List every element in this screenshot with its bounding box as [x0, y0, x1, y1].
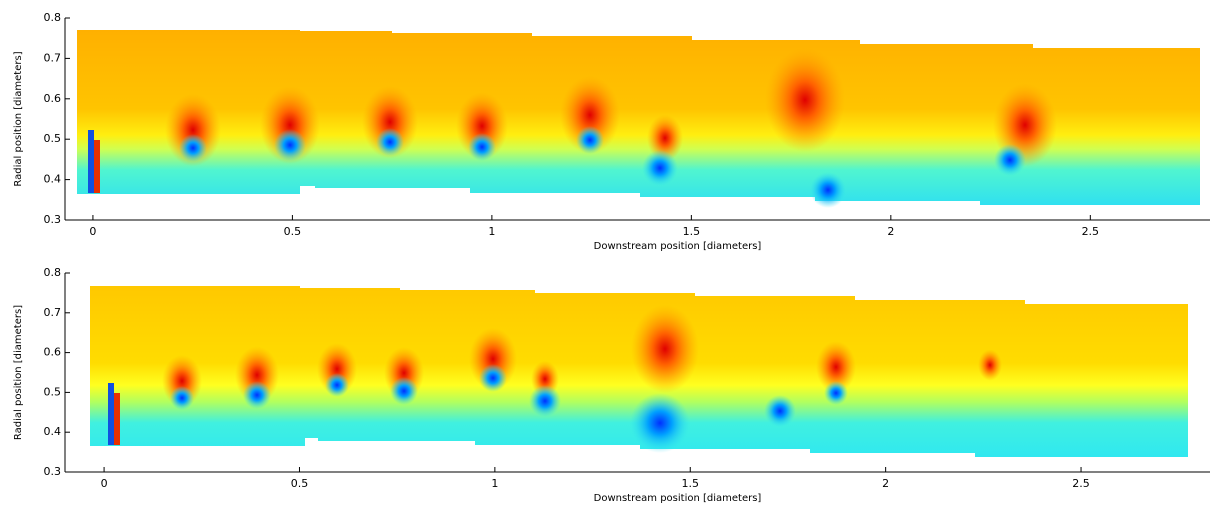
x-tick-label: 1.5 — [682, 477, 700, 490]
vortex-high — [165, 93, 221, 167]
x-tick-label: 0 — [89, 225, 96, 238]
y-axis-label: Radial position [diameters] — [13, 51, 24, 186]
vortex-low — [824, 381, 848, 405]
x-tick-label: 1 — [491, 477, 498, 490]
y-tick-label: 0.6 — [44, 346, 62, 359]
vortex-high — [560, 76, 620, 154]
y-axis-label: Radial position [diameters] — [13, 305, 24, 440]
field — [77, 30, 1200, 205]
y-tick-label: 0.6 — [44, 92, 62, 105]
vortex-low — [576, 126, 604, 154]
y-tick-label: 0.8 — [44, 266, 62, 279]
y-tick-label: 0.8 — [44, 11, 62, 24]
vortex-low — [390, 377, 418, 405]
x-tick-label: 1.5 — [683, 225, 701, 238]
vortex-high — [631, 304, 699, 394]
vortex-low — [764, 395, 796, 427]
y-tick-label: 0.3 — [44, 213, 62, 226]
x-tick-label: 2 — [882, 477, 889, 490]
vortex-low — [630, 393, 690, 453]
vortex-low — [376, 128, 404, 156]
vortex-low — [325, 373, 349, 397]
vortex-high — [647, 114, 683, 162]
x-tick-label: 0.5 — [284, 225, 302, 238]
vortex-low — [994, 144, 1026, 176]
x-tick-label: 0 — [101, 477, 108, 490]
vortex-high — [978, 349, 1002, 381]
jet-blue — [88, 130, 94, 193]
jet-blue — [108, 383, 114, 445]
vortex-high — [816, 341, 856, 393]
x-tick-label: 2.5 — [1082, 225, 1100, 238]
jet-red — [94, 140, 100, 193]
vortex-low — [479, 364, 507, 392]
y-tick-label: 0.4 — [44, 173, 62, 186]
vortex-low — [170, 386, 194, 410]
jet-red — [114, 393, 120, 445]
vortex-low — [642, 150, 678, 186]
panel: 0 0.5 1 1.5 2 2.5 0.3 0.4 0.5 0.6 0.7 0.8 Downstream… — [13, 11, 1210, 252]
vortex-low — [179, 134, 207, 162]
vortex-low — [529, 385, 561, 417]
y-tick-label: 0.7 — [44, 51, 62, 64]
y-tick-label: 0.4 — [44, 425, 62, 438]
y-tick-label: 0.7 — [44, 306, 62, 319]
x-tick-label: 1 — [488, 225, 495, 238]
vortex-low — [274, 129, 306, 161]
x-tick-label: 2.5 — [1072, 477, 1090, 490]
panel: 0 0.5 1 1.5 2 2.5 0.3 0.4 0.5 0.6 0.7 0.8 Downstream… — [13, 266, 1210, 504]
vortex-low — [243, 381, 271, 409]
x-axis-label: Downstream position [diameters] — [594, 241, 762, 252]
vortex-low — [810, 172, 846, 208]
x-tick-label: 2 — [887, 225, 894, 238]
x-axis-label: Downstream position [diameters] — [594, 493, 762, 504]
y-tick-label: 0.5 — [44, 132, 62, 145]
x-tick-label: 0.5 — [291, 477, 309, 490]
vortex-high — [765, 48, 845, 152]
y-tick-label: 0.3 — [44, 465, 62, 478]
y-tick-label: 0.5 — [44, 385, 62, 398]
vortex-low — [468, 133, 496, 161]
vortex-high — [362, 85, 418, 159]
